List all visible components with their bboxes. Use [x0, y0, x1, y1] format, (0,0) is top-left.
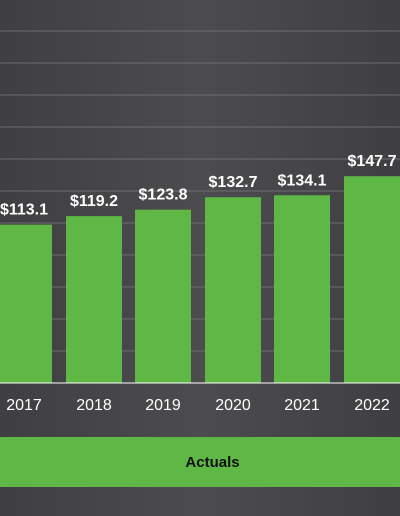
x-tick-label-2017: 2017	[6, 397, 42, 414]
bar-value-label-2021: $134.1	[278, 172, 327, 189]
gridlines	[0, 30, 400, 352]
bar-2022	[344, 176, 400, 383]
x-tick-label-2021: 2021	[284, 397, 320, 414]
bar-2021	[274, 195, 330, 383]
bar-value-labels: $113.1 $119.2 $123.8 $132.7 $134.1 $147.7	[0, 153, 397, 218]
bar-2017	[0, 224, 52, 383]
actuals-label: Actuals	[185, 453, 240, 471]
x-tick-label-2019: 2019	[145, 397, 181, 414]
bar-2020	[205, 197, 261, 383]
bar-2018	[66, 216, 122, 383]
bar-chart: $113.1 $119.2 $123.8 $132.7 $134.1 $147.7 201…	[0, 30, 400, 414]
bar-value-label-2020: $132.7	[209, 174, 258, 191]
bar-value-label-2019: $123.8	[139, 187, 188, 204]
x-tick-label-2018: 2018	[76, 397, 112, 414]
bar-value-label-2017: $113.1	[0, 202, 48, 219]
actuals-banner: Actuals	[0, 437, 400, 487]
x-tick-label-2020: 2020	[215, 397, 251, 414]
bar-2019	[135, 209, 191, 383]
x-axis-tick-labels: 2017 2018 2019 2020 2021 2022	[6, 397, 390, 414]
bar-value-label-2018: $119.2	[70, 193, 118, 210]
bars	[0, 176, 400, 383]
bar-value-label-2022: $147.7	[348, 153, 397, 170]
x-tick-label-2022: 2022	[354, 397, 390, 414]
